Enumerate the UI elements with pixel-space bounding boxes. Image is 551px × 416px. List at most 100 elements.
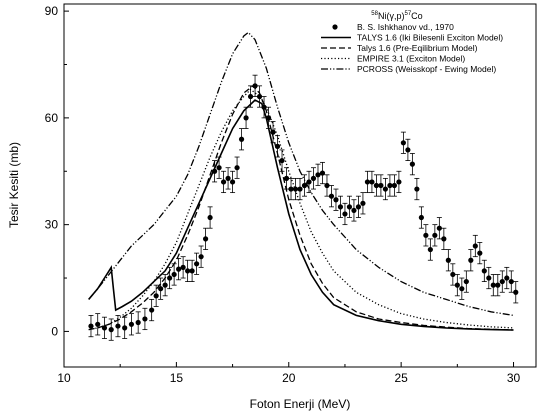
data-point bbox=[122, 325, 128, 331]
data-point bbox=[513, 289, 519, 295]
data-point bbox=[342, 211, 348, 217]
data-point bbox=[441, 236, 447, 242]
data-point bbox=[495, 282, 501, 288]
data-point bbox=[207, 214, 213, 221]
data-point bbox=[288, 186, 294, 192]
data-point bbox=[234, 165, 240, 171]
data-point bbox=[382, 186, 389, 192]
data-point bbox=[203, 236, 209, 242]
y-axis-label: Tesir Kesiti (mb) bbox=[7, 142, 21, 228]
series-line bbox=[88, 31, 514, 317]
data-point bbox=[490, 282, 496, 288]
data-point bbox=[301, 182, 308, 189]
data-point bbox=[468, 257, 474, 263]
data-point bbox=[405, 147, 411, 153]
data-point bbox=[337, 204, 344, 210]
data-point bbox=[400, 140, 406, 146]
data-point bbox=[185, 268, 191, 274]
x-tick-label: 25 bbox=[394, 371, 408, 385]
x-tick-label: 10 bbox=[57, 371, 71, 385]
axis-ticks: 10 15 20 25 30 0 30 60 90 bbox=[45, 4, 521, 385]
y-tick-label: 30 bbox=[45, 218, 59, 232]
data-point bbox=[364, 179, 371, 185]
y-tick-label: 0 bbox=[51, 324, 58, 338]
x-axis-label: Foton Enerji (MeV) bbox=[250, 397, 351, 411]
data-point bbox=[427, 246, 433, 253]
data-point bbox=[216, 165, 222, 171]
data-point bbox=[486, 275, 492, 281]
data-point bbox=[220, 179, 227, 185]
data-point bbox=[387, 182, 393, 189]
data-point bbox=[360, 200, 366, 206]
series-3 bbox=[88, 88, 514, 331]
data-point bbox=[333, 197, 339, 203]
legend-label: EMPIRE 3.1 (Exciton Model) bbox=[357, 54, 465, 64]
data-point bbox=[369, 179, 375, 185]
data-point bbox=[115, 323, 121, 329]
data-point bbox=[463, 278, 469, 285]
data-point bbox=[351, 207, 357, 214]
data-point bbox=[180, 264, 186, 270]
data-point bbox=[162, 282, 168, 288]
data-point bbox=[270, 129, 276, 135]
data-point bbox=[472, 243, 478, 249]
data-point bbox=[189, 268, 195, 274]
legend-label: PCROSS (Weisskopf - Ewing Model) bbox=[357, 64, 496, 74]
data-point bbox=[88, 323, 94, 329]
data-point bbox=[324, 182, 330, 189]
data-point bbox=[283, 175, 290, 181]
data-point bbox=[142, 316, 148, 322]
data-point bbox=[198, 254, 204, 260]
series-line bbox=[88, 99, 514, 331]
data-point bbox=[504, 275, 510, 281]
plot-frame bbox=[63, 3, 537, 368]
data-point bbox=[378, 182, 384, 189]
data-point bbox=[238, 136, 245, 142]
data-point bbox=[310, 175, 317, 181]
data-point bbox=[292, 186, 299, 192]
data-point bbox=[247, 93, 254, 100]
legend: 58Ni(γ,p)57Co B. S. Ishkhanov vd., 1970T… bbox=[321, 11, 503, 74]
data-point bbox=[418, 214, 424, 221]
data-point bbox=[229, 179, 236, 185]
data-point bbox=[391, 182, 397, 189]
legend-label: Talys 1.6 (Pre-Eqilibrium Model) bbox=[357, 43, 478, 53]
data-point bbox=[445, 257, 451, 263]
data-point bbox=[355, 204, 362, 210]
data-point bbox=[499, 278, 505, 285]
data-point bbox=[477, 250, 483, 256]
data-point bbox=[409, 161, 415, 167]
x-tick-label: 15 bbox=[170, 371, 184, 385]
data-point bbox=[194, 261, 200, 267]
series-2 bbox=[88, 85, 514, 331]
data-point bbox=[508, 278, 514, 285]
data-point bbox=[319, 170, 326, 176]
data-point bbox=[346, 204, 353, 210]
data-point bbox=[279, 157, 285, 164]
data-point bbox=[243, 115, 249, 121]
series-0 bbox=[88, 74, 519, 341]
legend-title: 58Ni(γ,p)57Co bbox=[371, 11, 422, 21]
data-point bbox=[153, 293, 159, 299]
data-point bbox=[176, 266, 182, 272]
data-point bbox=[450, 271, 456, 278]
data-point bbox=[432, 232, 438, 238]
data-point bbox=[171, 271, 177, 278]
data-point bbox=[315, 172, 321, 178]
data-point bbox=[95, 321, 101, 327]
title-mass-2: 57 bbox=[404, 11, 411, 17]
data-point bbox=[423, 232, 429, 238]
legend-marker bbox=[332, 24, 338, 30]
data-point bbox=[108, 327, 114, 333]
data-point bbox=[135, 319, 141, 326]
data-point bbox=[481, 268, 487, 274]
series-line bbox=[88, 88, 514, 331]
title-element-2: Co bbox=[411, 11, 423, 21]
x-tick-label: 20 bbox=[282, 371, 296, 385]
data-point bbox=[454, 282, 460, 288]
legend-label: TALYS 1.6 (Iki Bilesenli Exciton Model) bbox=[357, 33, 503, 43]
series-line bbox=[88, 85, 514, 331]
data-point bbox=[328, 193, 335, 199]
